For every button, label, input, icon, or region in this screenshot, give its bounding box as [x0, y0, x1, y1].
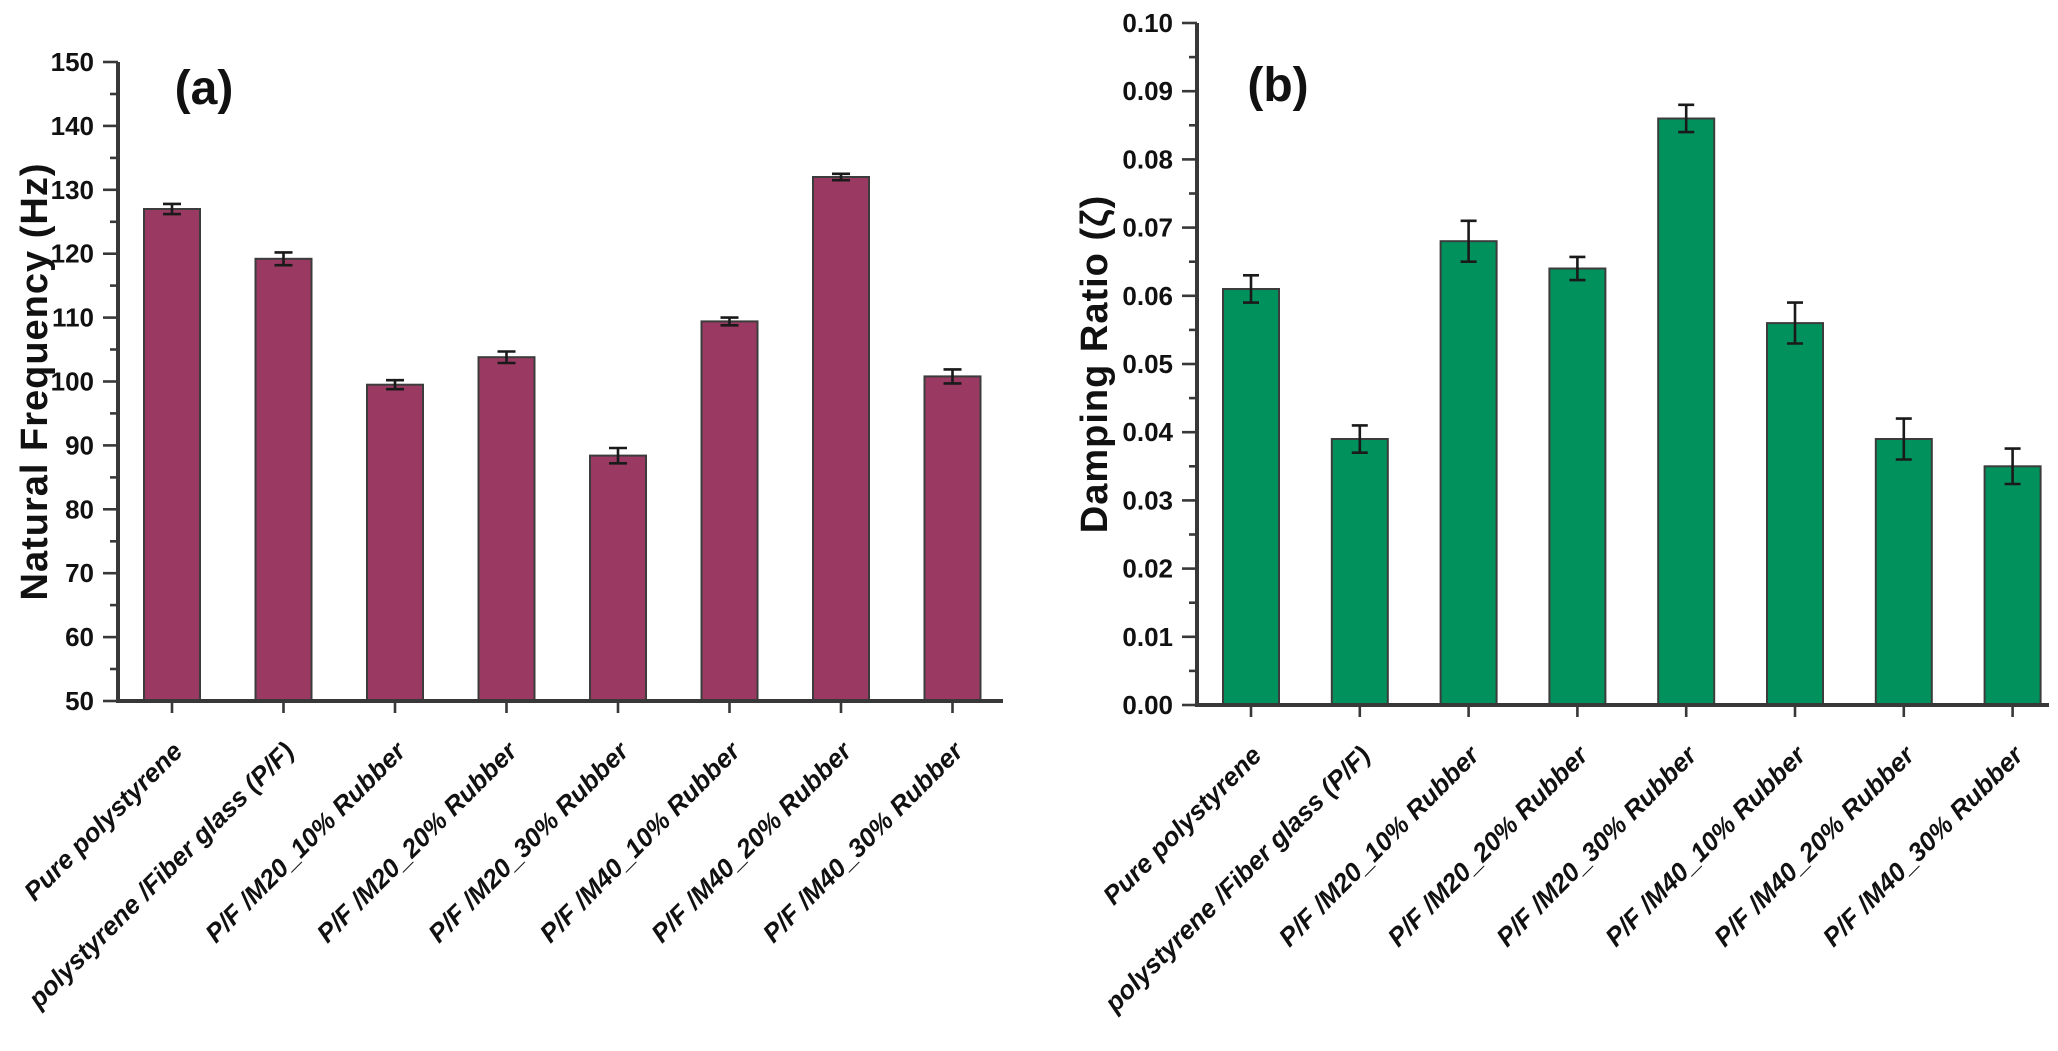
- y-tick-label: 130: [51, 175, 94, 205]
- category-label: P/F /M40_20% Rubber: [1708, 739, 1922, 953]
- category-label: P/F /M40_10% Rubber: [533, 735, 747, 949]
- panel-label-b: (b): [1247, 59, 1308, 112]
- bar-a-6: [700, 320, 759, 702]
- y-tick-label: 80: [65, 494, 94, 524]
- error-bar-b-3: [1460, 219, 1477, 263]
- bar-b-1: [1222, 288, 1280, 706]
- category-label: P/F /M40_30% Rubber: [756, 735, 970, 949]
- y-tick-label: 0.03: [1122, 485, 1173, 515]
- y-tick-label: 0.09: [1122, 76, 1173, 106]
- error-bar-b-8: [2004, 447, 2021, 486]
- y-tick-label: 50: [65, 686, 94, 716]
- error-bar-a-4: [497, 350, 516, 365]
- category-label: P/F /M20_30% Rubber: [1490, 739, 1704, 953]
- error-bar-b-6: [1787, 301, 1803, 345]
- y-tick-label: 0.01: [1122, 622, 1173, 652]
- y-tick-label: 100: [51, 367, 94, 397]
- error-bar-b-5: [1678, 103, 1695, 134]
- bar-a-1: [143, 208, 201, 702]
- y-tick-label: 0.05: [1122, 349, 1173, 379]
- bar-b-4: [1548, 267, 1607, 706]
- category-label: P/F /M20_10% Rubber: [199, 735, 413, 949]
- y-tick-label: 140: [51, 111, 94, 141]
- y-axis-title: Damping Ratio (ζ): [1074, 195, 1116, 533]
- category-label: P/F /M20_30% Rubber: [422, 735, 636, 949]
- category-label: P/F /M20_20% Rubber: [310, 735, 524, 949]
- bar-a-5: [589, 454, 647, 702]
- y-tick-label: 0.10: [1122, 8, 1173, 38]
- category-label: P/F /M40_10% Rubber: [1599, 739, 1813, 953]
- y-tick-label: 0.07: [1122, 213, 1173, 243]
- bar-a-7: [812, 176, 870, 702]
- category-label: P/F /M40_30% Rubber: [1817, 739, 2031, 953]
- y-tick-label: 110: [52, 303, 94, 333]
- bar-b-2: [1330, 438, 1389, 706]
- error-bar-a-6: [720, 316, 739, 327]
- bar-a-4: [477, 356, 536, 702]
- bar-a-3: [366, 383, 424, 702]
- error-bar-b-1: [1243, 274, 1259, 304]
- y-tick-label: 0.02: [1122, 554, 1173, 584]
- y-axis-title: Natural Frequency (Hz): [14, 163, 56, 601]
- bar-b-7: [1874, 438, 1933, 706]
- category-label: P/F /M20_20% Rubber: [1381, 739, 1595, 953]
- bar-a-8: [923, 375, 982, 702]
- error-bar-a-8: [943, 368, 962, 385]
- y-tick-label: 150: [51, 47, 94, 77]
- category-label: P/F /M20_10% Rubber: [1273, 739, 1487, 953]
- bar-b-5: [1657, 117, 1716, 706]
- bar-b-3: [1439, 240, 1498, 706]
- error-bar-a-2: [274, 251, 293, 267]
- category-label: P/F /M40_20% Rubber: [645, 735, 859, 949]
- bar-a-2: [254, 257, 313, 702]
- y-tick-label: 0.06: [1122, 281, 1173, 311]
- y-tick-label: 0.00: [1122, 690, 1173, 720]
- error-bar-a-3: [386, 378, 404, 391]
- error-bar-b-7: [1895, 417, 1912, 461]
- bar-b-8: [1983, 465, 2042, 706]
- bar-b-6: [1766, 322, 1824, 706]
- panel-label-a: (a): [175, 62, 234, 115]
- error-bar-a-7: [832, 172, 850, 182]
- error-bar-b-2: [1351, 424, 1368, 454]
- y-tick-label: 70: [65, 558, 94, 588]
- y-tick-label: 90: [65, 430, 94, 460]
- y-tick-label: 60: [65, 622, 94, 652]
- error-bar-a-5: [609, 446, 627, 465]
- y-tick-label: 0.08: [1122, 144, 1173, 174]
- y-tick-label: 120: [51, 239, 94, 269]
- y-tick-label: 0.04: [1122, 417, 1173, 447]
- error-bar-b-4: [1569, 255, 1586, 282]
- error-bar-a-1: [163, 202, 181, 216]
